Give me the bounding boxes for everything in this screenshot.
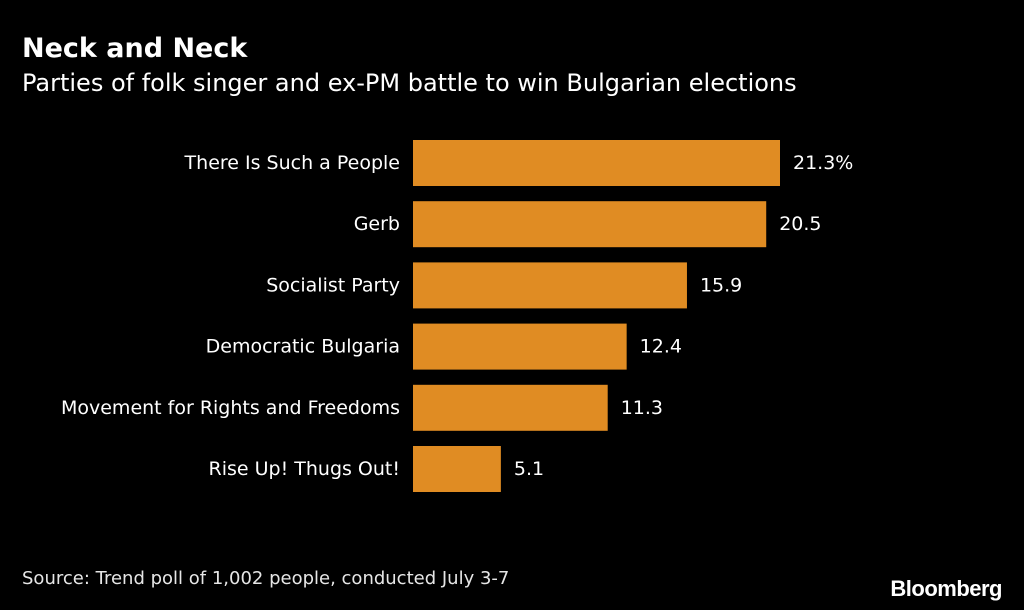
value-label-gerb: 20.5 <box>779 213 821 235</box>
value-label-rise-up-thugs-out: 5.1 <box>514 458 544 480</box>
category-label-democratic-bulgaria: Democratic Bulgaria <box>206 336 400 358</box>
source-note: Source: Trend poll of 1,002 people, cond… <box>22 568 510 589</box>
category-label-socialist-party: Socialist Party <box>266 274 400 296</box>
bar-gerb <box>413 201 767 248</box>
category-label-there-is-such-a-people: There Is Such a People <box>184 152 400 174</box>
chart-subtitle: Parties of folk singer and ex-PM battle … <box>22 69 797 97</box>
value-label-democratic-bulgaria: 12.4 <box>640 336 682 358</box>
value-label-socialist-party: 15.9 <box>700 274 742 296</box>
bar-rise-up-thugs-out <box>413 446 501 492</box>
bar-there-is-such-a-people <box>413 140 780 186</box>
chart-title: Neck and Neck <box>22 33 248 64</box>
bloomberg-logo: Bloomberg <box>890 576 1002 601</box>
category-label-movement-for-rights-and-freedoms: Movement for Rights and Freedoms <box>61 397 400 419</box>
bar-socialist-party <box>413 262 687 309</box>
bar-democratic-bulgaria <box>413 323 627 370</box>
value-label-movement-for-rights-and-freedoms: 11.3 <box>621 397 663 419</box>
category-label-gerb: Gerb <box>354 213 400 235</box>
category-label-rise-up-thugs-out: Rise Up! Thugs Out! <box>209 458 400 480</box>
value-label-there-is-such-a-people: 21.3% <box>793 152 853 174</box>
bar-movement-for-rights-and-freedoms <box>413 384 608 431</box>
